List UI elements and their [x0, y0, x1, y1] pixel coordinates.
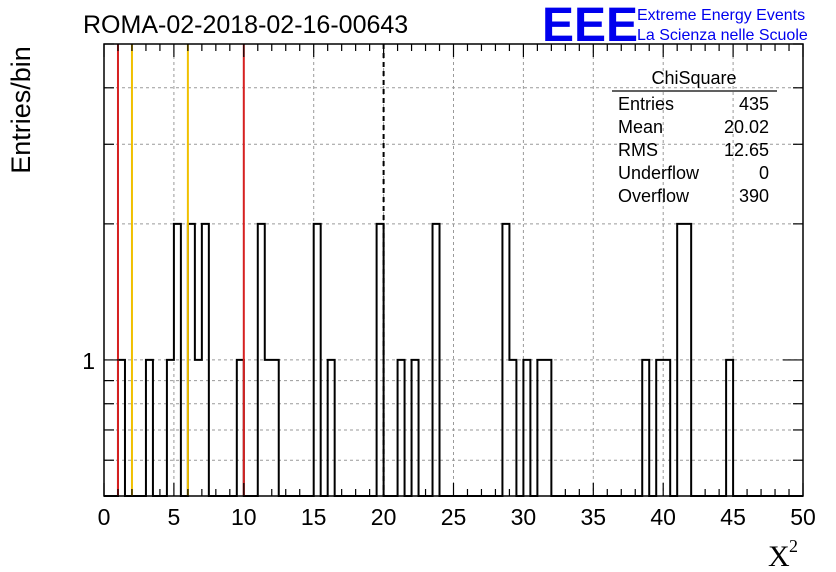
axes: 0 5 10 15 20 25 30 35 40 45 50 1 — [82, 43, 816, 530]
stats-box: ChiSquare Entries 435 Mean 20.02 RMS 12.… — [612, 68, 777, 206]
stats-value-entries: 435 — [739, 94, 769, 114]
stats-label-underflow: Underflow — [618, 163, 700, 183]
stats-value-rms: 12.65 — [724, 140, 769, 160]
stats-label-entries: Entries — [618, 94, 674, 114]
stats-value-mean: 20.02 — [724, 117, 769, 137]
stats-label-mean: Mean — [618, 117, 663, 137]
y-tick-label: 1 — [82, 348, 95, 374]
grid — [104, 44, 803, 496]
stats-title: ChiSquare — [651, 68, 736, 88]
eee-logo: EEE Extreme Energy Events La Scienza nel… — [542, 0, 808, 52]
x-tick-label: 0 — [98, 504, 111, 530]
x-tick-label: 50 — [790, 504, 816, 530]
stats-label-overflow: Overflow — [618, 186, 690, 206]
stats-value-overflow: 390 — [739, 186, 769, 206]
reference-lines — [116, 44, 385, 496]
eee-logo-line2: La Scienza nelle Scuole — [637, 27, 808, 44]
x-axis-label-base: X — [768, 540, 790, 572]
x-tick-label: 10 — [231, 504, 257, 530]
stats-label-rms: RMS — [618, 140, 658, 160]
x-axis-label-superscript: 2 — [789, 536, 798, 556]
x-tick-label: 40 — [650, 504, 676, 530]
x-tick-label: 35 — [581, 504, 607, 530]
y-axis-label: Entries/bin — [6, 46, 36, 174]
x-axis-label: X 2 — [768, 536, 798, 572]
x-tick-label: 45 — [720, 504, 746, 530]
x-tick-label: 15 — [301, 504, 327, 530]
x-tick-label: 25 — [441, 504, 467, 530]
x-tick-label: 30 — [511, 504, 537, 530]
x-tick-label: 20 — [371, 504, 397, 530]
chart-title: ROMA-02-2018-02-16-00643 — [83, 11, 408, 39]
x-tick-label: 5 — [168, 504, 181, 530]
stats-value-underflow: 0 — [759, 163, 769, 183]
eee-logo-line1: Extreme Energy Events — [637, 7, 805, 24]
